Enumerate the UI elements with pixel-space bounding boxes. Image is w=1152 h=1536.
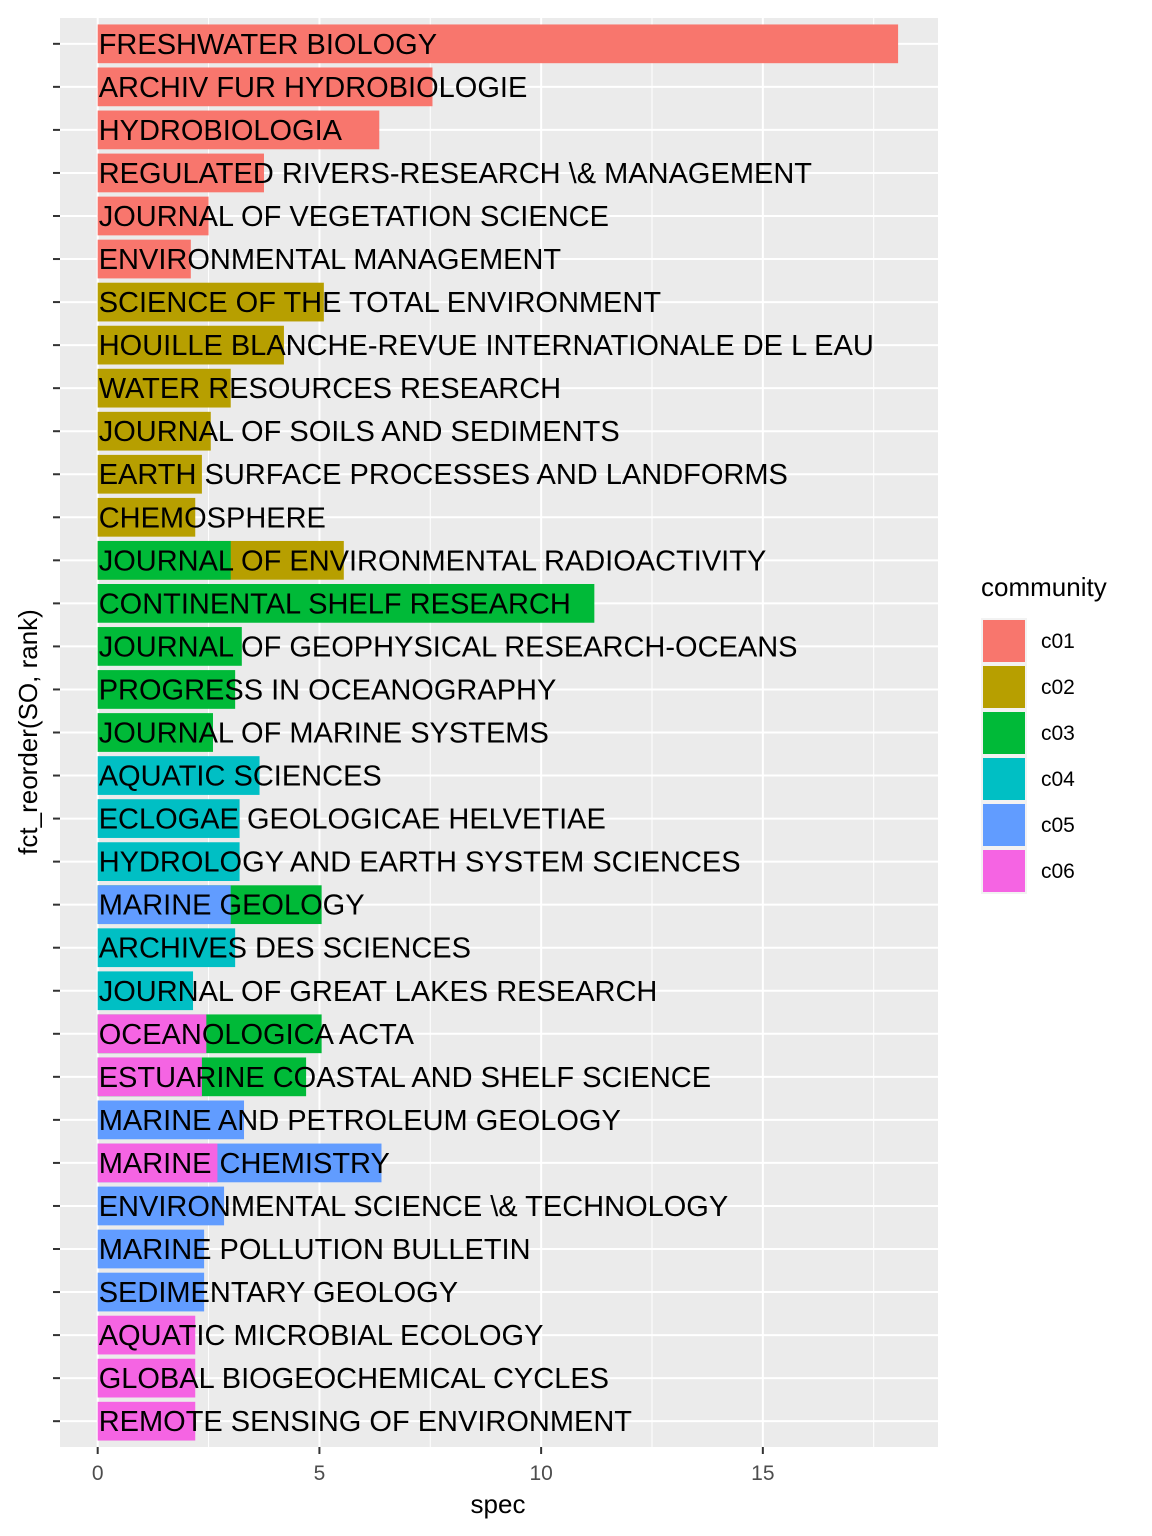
x-tick-label: 0 [92, 1462, 104, 1485]
bar-label: ENVIRONMENTAL MANAGEMENT [99, 244, 562, 276]
legend-label-c04: c04 [1041, 768, 1075, 791]
bar-c04 [97, 842, 240, 881]
bar-c03 [97, 540, 231, 580]
bars-layer [97, 24, 899, 1441]
bar-c06 [97, 1143, 218, 1183]
bar-c02 [97, 497, 196, 537]
bar-c02 [97, 325, 284, 365]
bar-label: MARINE AND PETROLEUM GEOLOGY [99, 1105, 621, 1137]
bar-label: ARCHIV FUR HYDROBIOLOGIE [99, 72, 528, 104]
y-axis-ticks [53, 42, 60, 1423]
bar-label: REMOTE SENSING OF ENVIRONMENT [99, 1406, 633, 1438]
bar-c01 [97, 153, 264, 193]
bar-c06 [97, 1014, 207, 1054]
bar-c03 [97, 713, 213, 752]
bar-c05 [97, 885, 231, 925]
bar-label: HYDROBIOLOGIA [99, 115, 343, 147]
legend-label-c06: c06 [1041, 860, 1075, 883]
bar-labels-layer: FRESHWATER BIOLOGY ARCHIV FUR HYDROBIOLOG… [99, 29, 874, 1438]
bar-label: GLOBAL BIOGEOCHEMICAL CYCLES [99, 1363, 609, 1395]
bar-label: CONTINENTAL SHELF RESEARCH [99, 588, 571, 620]
bar-label: HYDROLOGY AND EARTH SYSTEM SCIENCES [99, 847, 741, 879]
bar-c01 [97, 239, 191, 279]
bar-label: REGULATED RIVERS-RESEARCH \& MANAGEMENT [99, 158, 813, 190]
x-axis-title: spec [471, 1489, 526, 1519]
legend-label-c01: c01 [1041, 630, 1075, 653]
x-axis-ticks: 0 5 10 15 [92, 1447, 775, 1485]
legend-swatch-c03 [983, 712, 1025, 754]
bar-label: FRESHWATER BIOLOGY [99, 29, 437, 61]
bar-c06 [97, 1315, 196, 1355]
bar-label: CHEMOSPHERE [99, 502, 326, 534]
x-tick-label: 5 [314, 1462, 326, 1485]
bar-label: SCIENCE OF THE TOTAL ENVIRONMENT [99, 287, 662, 319]
bar-c04 [97, 799, 240, 838]
bar-c05 [97, 1229, 205, 1269]
legend-label-c02: c02 [1041, 676, 1075, 699]
legend-title: community [981, 572, 1107, 602]
bar-c02 [97, 454, 202, 494]
y-axis-title: fct_reorder(SO, rank) [13, 609, 43, 855]
x-tick-label: 15 [751, 1462, 774, 1485]
bar-label: MARINE GEOLOGY [99, 890, 365, 922]
bar-c02 [97, 282, 324, 322]
bar-c03 [97, 584, 595, 623]
bar-label: WATER RESOURCES RESEARCH [99, 373, 561, 405]
legend-swatch-c05 [983, 804, 1025, 846]
bar-label: JOURNAL OF GEOPHYSICAL RESEARCH-OCEANS [99, 631, 798, 663]
bar-label: PROGRESS IN OCEANOGRAPHY [99, 674, 557, 706]
bar-c03 [97, 627, 242, 666]
bar-c03 [97, 670, 236, 709]
bar-label: SEDIMENTARY GEOLOGY [99, 1277, 458, 1309]
bar-label: JOURNAL OF MARINE SYSTEMS [99, 718, 549, 750]
bar-label: MARINE CHEMISTRY [99, 1148, 390, 1180]
bar-label: ECLOGAE GEOLOGICAE HELVETIAE [99, 804, 606, 836]
bar-c04 [97, 928, 236, 968]
bar-c06 [97, 1401, 196, 1441]
bar-c04 [97, 971, 194, 1011]
legend-swatch-c06 [983, 850, 1025, 892]
bar-label: JOURNAL OF VEGETATION SCIENCE [99, 201, 609, 233]
bar-label: JOURNAL OF SOILS AND SEDIMENTS [99, 416, 620, 448]
bar-c02 [97, 411, 211, 451]
bar-c02 [97, 368, 231, 408]
bar-c05 [97, 1100, 245, 1140]
bar-label: HOUILLE BLANCHE-REVUE INTERNATIONALE DE … [99, 330, 874, 362]
bar-c06 [97, 1358, 196, 1398]
bar-label: MARINE POLLUTION BULLETIN [99, 1234, 531, 1266]
bar-label: OCEANOLOGICA ACTA [99, 1019, 415, 1051]
bar-c06 [97, 1057, 202, 1097]
bar-c01 [97, 67, 433, 107]
bar-label: ESTUARINE COASTAL AND SHELF SCIENCE [99, 1062, 711, 1094]
legend-swatch-c04 [983, 758, 1025, 800]
bar-c01 [97, 24, 899, 64]
legend-swatch-c01 [983, 620, 1025, 662]
legend: community c01 c02 c03 c04 c05 c06 [981, 572, 1107, 894]
bar-c05 [97, 1272, 205, 1312]
bar-label: AQUATIC SCIENCES [99, 761, 382, 793]
bar-c01 [97, 110, 380, 150]
bar-c01 [97, 196, 209, 236]
bar-c05 [97, 1186, 225, 1226]
bar-c04 [97, 756, 260, 795]
bar-label: JOURNAL OF GREAT LAKES RESEARCH [99, 976, 658, 1008]
legend-label-c05: c05 [1041, 814, 1075, 837]
bar-label: ARCHIVES DES SCIENCES [99, 933, 471, 965]
legend-label-c03: c03 [1041, 722, 1075, 745]
bar-label: ENVIRONMENTAL SCIENCE \& TECHNOLOGY [99, 1191, 729, 1223]
bar-label: AQUATIC MICROBIAL ECOLOGY [99, 1320, 544, 1352]
x-tick-label: 10 [529, 1462, 552, 1485]
bar-label: EARTH SURFACE PROCESSES AND LANDFORMS [99, 459, 788, 491]
legend-swatch-c02 [983, 666, 1025, 708]
bar-label: JOURNAL OF ENVIRONMENTAL RADIOACTIVITY [99, 545, 767, 577]
legend-items: c01 c02 c03 c04 c05 c06 [981, 618, 1075, 894]
